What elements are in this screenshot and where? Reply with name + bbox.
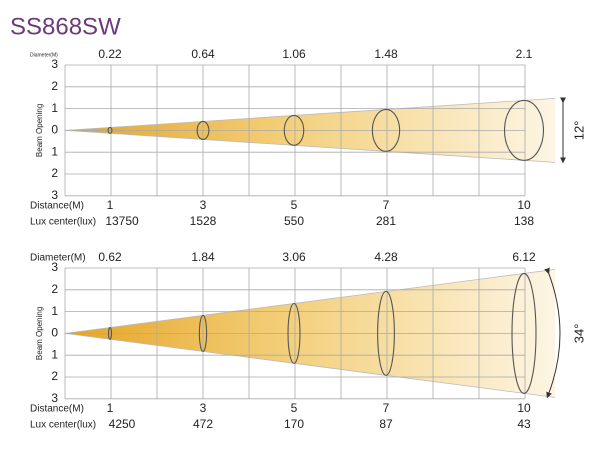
lux-value: 138 <box>514 214 534 228</box>
y-tick-label: 3 <box>51 188 58 202</box>
distance-value: 5 <box>291 198 298 212</box>
y-tick-label: 2 <box>51 166 58 180</box>
beam-edge <box>64 269 556 334</box>
y-tick-label: 3 <box>51 260 58 274</box>
beam-edge <box>64 130 556 163</box>
beam-ellipse <box>196 120 210 140</box>
angle-arc <box>544 267 561 399</box>
lux-value: 4250 <box>109 417 136 431</box>
beam-ellipse <box>287 302 301 364</box>
lux-value: 550 <box>284 214 304 228</box>
beam-edge <box>64 333 556 398</box>
y-tick-label: 1 <box>51 304 58 318</box>
distance-value: 1 <box>107 198 114 212</box>
distance-value: 10 <box>517 401 531 415</box>
beam-ellipse <box>107 126 113 134</box>
diameter-value: 0.22 <box>98 47 122 61</box>
lux-value: 1528 <box>190 214 217 228</box>
diameter-value: 1.84 <box>191 250 215 264</box>
beam-edge <box>64 98 556 131</box>
y-tick-label: 1 <box>51 347 58 361</box>
y-tick-label: 2 <box>51 79 58 93</box>
beam-angle: 34° <box>571 324 586 344</box>
diameter-value: 0.64 <box>191 47 215 61</box>
distance-label: Distance(M) <box>30 200 84 211</box>
diameter-value: 2.1 <box>516 47 533 61</box>
diameter-value: 0.62 <box>98 250 122 264</box>
beam-ellipse <box>371 108 401 152</box>
title: SS868SW <box>10 13 121 40</box>
y-tick-label: 3 <box>51 391 58 405</box>
y-axis-label: Beam Opening <box>35 307 44 360</box>
diameter-label: Diameter(M) <box>30 253 86 264</box>
distance-value: 7 <box>383 198 390 212</box>
lux-value: 87 <box>379 417 393 431</box>
beam-ellipse <box>107 326 113 340</box>
distance-value: 10 <box>517 198 531 212</box>
y-tick-label: 1 <box>51 101 58 115</box>
beam-ellipse <box>511 272 537 394</box>
lux-value: 281 <box>376 214 396 228</box>
distance-label: Distance(M) <box>30 403 84 414</box>
lux-value: 43 <box>517 417 531 431</box>
diameter-value: 1.48 <box>374 47 398 61</box>
y-tick-label: 2 <box>51 282 58 296</box>
distance-value: 3 <box>200 198 207 212</box>
beam-ellipse <box>503 99 545 161</box>
lux-label: Lux center(lux) <box>30 419 96 430</box>
distance-value: 7 <box>383 401 390 415</box>
diameter-value: 6.12 <box>512 250 536 264</box>
beam-ellipse <box>198 314 208 352</box>
y-tick-label: 3 <box>51 57 58 71</box>
distance-value: 1 <box>107 401 114 415</box>
distance-value: 3 <box>200 401 207 415</box>
y-tick-label: 0 <box>51 123 58 137</box>
lux-value: 170 <box>284 417 304 431</box>
beam-ellipse <box>377 290 395 376</box>
lux-value: 472 <box>193 417 213 431</box>
y-tick-label: 2 <box>51 369 58 383</box>
diameter-value: 4.28 <box>374 250 398 264</box>
beam-ellipse <box>283 114 305 146</box>
diameter-value: 1.06 <box>282 47 306 61</box>
distance-value: 5 <box>291 401 298 415</box>
y-tick-label: 1 <box>51 144 58 158</box>
lux-value: 13750 <box>105 214 139 228</box>
y-axis-label: Beam Opening <box>35 104 44 157</box>
lux-label: Lux center(lux) <box>30 216 96 227</box>
y-tick-label: 0 <box>51 326 58 340</box>
diameter-label: Diameter(M) <box>30 52 58 58</box>
beam-angle: 12° <box>571 121 586 141</box>
diameter-value: 3.06 <box>282 250 306 264</box>
